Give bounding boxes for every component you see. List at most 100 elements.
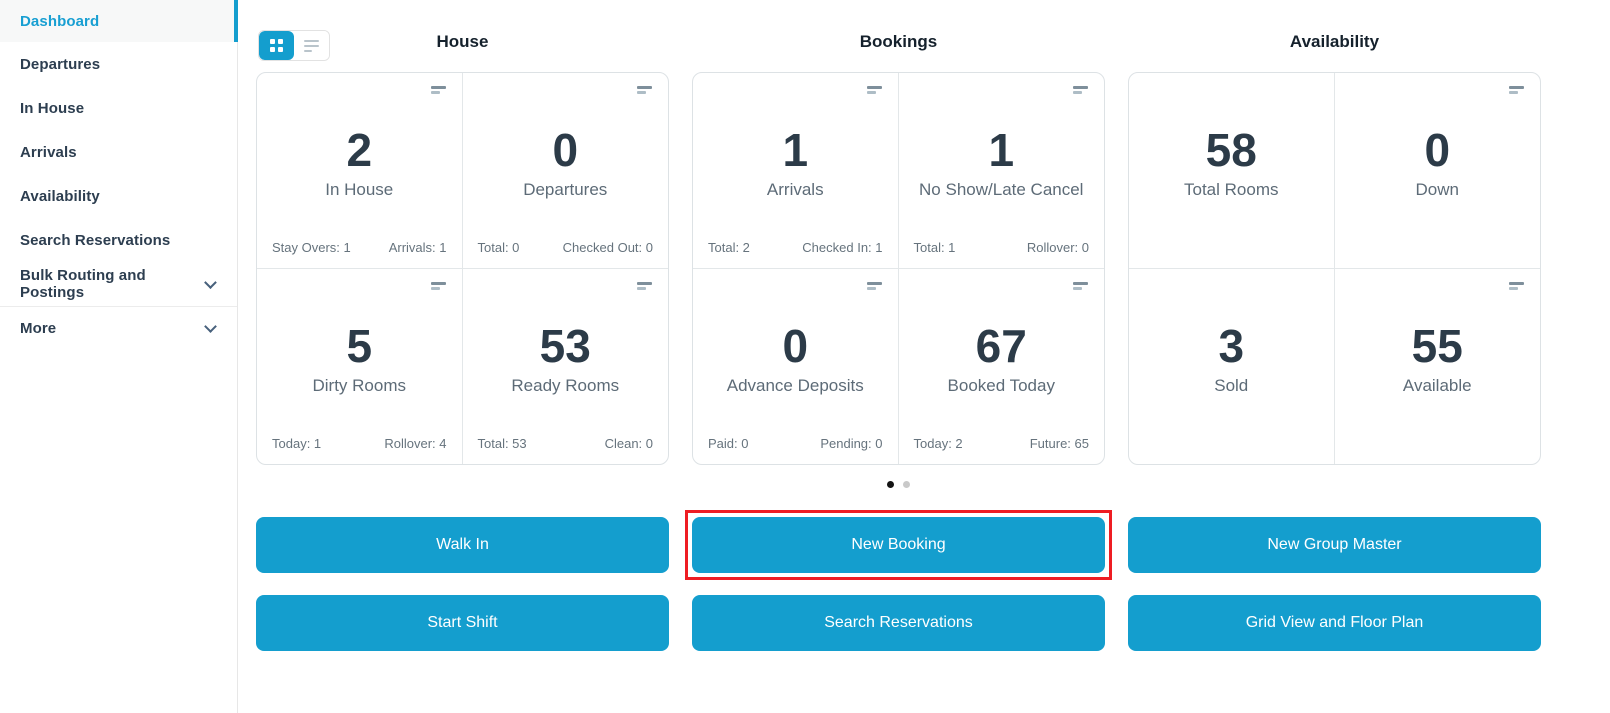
list-view-icon — [304, 37, 319, 55]
card-options-icon[interactable] — [1509, 86, 1524, 94]
stat-footer-left: Today: 2 — [913, 436, 963, 451]
sidebar-item-more[interactable]: More — [0, 306, 237, 350]
sidebar-item-search-reservations[interactable]: Search Reservations — [0, 218, 237, 262]
new-group-master-button[interactable]: New Group Master — [1128, 517, 1541, 573]
stat-label: In House — [325, 180, 394, 199]
view-mode-toggle — [258, 30, 330, 61]
stat-value: 55 — [1411, 319, 1463, 372]
stat-label: Advance Deposits — [726, 375, 864, 395]
stat-label: Available — [1402, 375, 1472, 395]
stat-footer-left: Total: 53 — [477, 436, 527, 451]
stat-label: Ready Rooms — [511, 375, 620, 395]
stat-footer-left: Total: 2 — [708, 239, 750, 255]
stat-value: 3 — [1218, 319, 1245, 372]
card-options-icon[interactable] — [1073, 281, 1088, 290]
sidebar-item-label: Bulk Routing and Postings — [20, 267, 146, 301]
sidebar-item-dashboard[interactable]: Dashboard — [0, 0, 238, 42]
stat-label: Down — [1415, 180, 1459, 199]
card-options-icon[interactable] — [866, 281, 882, 290]
action-buttons-row-2: Start Shift Search Reservations Grid Vie… — [256, 595, 1541, 651]
availability-panel: 58 Total Rooms 0 Down 3 Sold — [1128, 72, 1541, 465]
section-title-bookings: Bookings — [859, 32, 938, 51]
card-options-icon[interactable] — [637, 281, 652, 290]
stat-value: 1 — [782, 124, 809, 176]
stat-label: Total Rooms — [1184, 180, 1279, 199]
section-title-availability: Availability — [1289, 32, 1380, 51]
stat-value: 0 — [552, 124, 579, 176]
stat-card-dirty-rooms: 5 Dirty Rooms Today: 1 Rollover: 4 — [257, 268, 463, 464]
stat-card-total-rooms: 58 Total Rooms — [1129, 73, 1335, 269]
sidebar-item-departures[interactable]: Departures — [0, 42, 237, 86]
stat-card-booked-today: 67 Booked Today Today: 2 Future: 65 — [899, 269, 1105, 465]
stat-label: Sold — [1214, 375, 1249, 395]
walk-in-button[interactable]: Walk In — [256, 517, 669, 573]
carousel-dot-1[interactable] — [887, 480, 894, 488]
stat-value: 5 — [346, 319, 373, 372]
stat-value: 67 — [975, 319, 1027, 372]
grid-view-button[interactable] — [259, 31, 294, 60]
sidebar-item-label: Departures — [20, 55, 101, 73]
search-reservations-button[interactable]: Search Reservations — [692, 595, 1105, 651]
new-booking-highlight-box: New Booking — [685, 510, 1112, 580]
stat-value: 1 — [988, 124, 1015, 176]
stat-card-down: 0 Down — [1334, 73, 1540, 269]
list-view-button[interactable] — [294, 31, 329, 60]
stat-footer-right: Checked In: 1 — [802, 239, 883, 255]
sidebar-item-arrivals[interactable]: Arrivals — [0, 130, 237, 174]
sidebar: Dashboard Departures In House Arrivals A… — [0, 0, 238, 713]
chevron-down-icon — [204, 320, 217, 333]
stat-footer-right: Rollover: 0 — [1026, 239, 1089, 255]
stat-card-sold: 3 Sold — [1129, 268, 1335, 464]
card-options-icon[interactable] — [430, 281, 446, 290]
card-options-icon[interactable] — [430, 86, 446, 94]
card-options-icon[interactable] — [1509, 281, 1524, 290]
card-options-icon[interactable] — [866, 86, 882, 94]
stat-footer-right: Arrivals: 1 — [388, 239, 447, 255]
stat-value: 58 — [1205, 124, 1257, 176]
stat-footer-left: Stay Overs: 1 — [272, 239, 351, 255]
stat-card-advance-deposits: 0 Advance Deposits Paid: 0 Pending: 0 — [693, 268, 899, 464]
bookings-panel: 1 Arrivals Total: 2 Checked In: 1 1 No S… — [692, 72, 1105, 465]
card-options-icon[interactable] — [1073, 86, 1088, 94]
stat-panels: 2 In House Stay Overs: 1 Arrivals: 1 0 D… — [256, 72, 1541, 465]
stat-footer-right: Pending: 0 — [820, 436, 883, 451]
stat-label: Departures — [523, 180, 608, 199]
carousel-pagination — [256, 465, 1541, 503]
stat-card-available: 55 Available — [1335, 269, 1541, 465]
action-buttons-row-1: Walk In New Booking New Group Master — [256, 510, 1541, 580]
sidebar-item-label: Availability — [20, 187, 100, 205]
grid-view-and-floor-plan-button[interactable]: Grid View and Floor Plan — [1128, 595, 1541, 651]
sidebar-item-bulk-routing-and-postings[interactable]: Bulk Routing and Postings — [0, 262, 237, 306]
grid-view-icon — [270, 39, 283, 52]
stat-footer-left: Today: 1 — [272, 436, 322, 451]
stat-value: 0 — [782, 319, 809, 372]
stat-card-ready-rooms: 53 Ready Rooms Total: 53 Clean: 0 — [463, 269, 669, 465]
stat-footer-right: Rollover: 4 — [384, 436, 447, 451]
stat-label: Booked Today — [947, 375, 1055, 395]
stat-card-departures: 0 Departures Total: 0 Checked Out: 0 — [462, 73, 668, 269]
new-booking-button[interactable]: New Booking — [692, 517, 1105, 573]
section-headers: House Bookings Availability — [256, 0, 1541, 72]
start-shift-button[interactable]: Start Shift — [256, 595, 669, 651]
sidebar-item-label: In House — [20, 99, 85, 117]
sidebar-item-label: Search Reservations — [20, 231, 171, 249]
stat-footer-right: Checked Out: 0 — [562, 239, 653, 255]
stat-card-no-show-late-cancel: 1 No Show/Late Cancel Total: 1 Rollover:… — [898, 73, 1104, 269]
card-options-icon[interactable] — [637, 86, 652, 94]
section-title-house: House — [436, 32, 489, 51]
stat-value: 53 — [539, 319, 591, 372]
carousel-dot-2[interactable] — [903, 480, 910, 488]
stat-value: 0 — [1424, 124, 1451, 176]
stat-footer-left: Total: 1 — [913, 239, 956, 255]
stat-label: No Show/Late Cancel — [919, 180, 1084, 199]
sidebar-item-label: Arrivals — [20, 143, 77, 161]
house-panel: 2 In House Stay Overs: 1 Arrivals: 1 0 D… — [256, 72, 669, 465]
sidebar-item-in-house[interactable]: In House — [0, 86, 237, 130]
sidebar-item-label: More — [20, 320, 57, 337]
stat-card-in-house: 2 In House Stay Overs: 1 Arrivals: 1 — [257, 73, 463, 269]
stat-label: Arrivals — [766, 180, 824, 199]
sidebar-item-availability[interactable]: Availability — [0, 174, 237, 218]
stat-footer-right: Future: 65 — [1029, 436, 1089, 451]
stat-footer-left: Total: 0 — [477, 239, 520, 255]
stat-label: Dirty Rooms — [312, 375, 406, 395]
